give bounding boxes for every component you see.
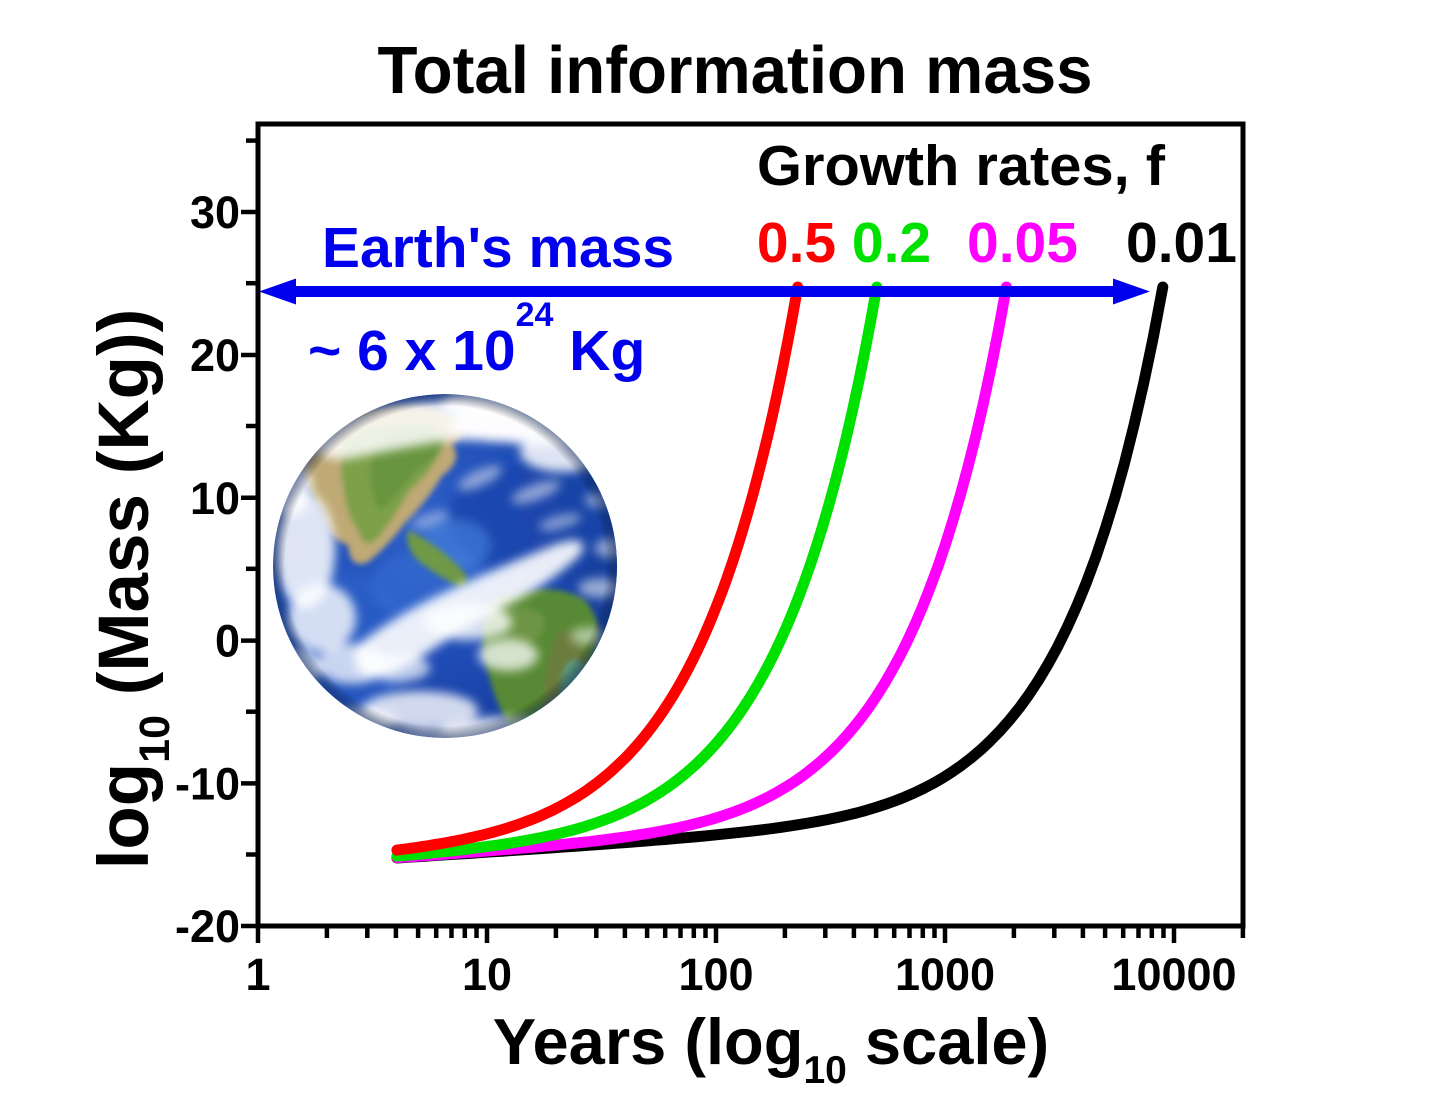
svg-text:log10 (Mass (Kg)): log10 (Mass (Kg)) (85, 309, 179, 870)
svg-text:30: 30 (190, 187, 240, 238)
svg-text:-10: -10 (175, 758, 240, 809)
svg-text:0: 0 (215, 616, 240, 667)
svg-text:Earth's mass: Earth's mass (322, 216, 674, 280)
svg-text:~ 6 x 1024 Kg: ~ 6 x 1024 Kg (308, 296, 645, 383)
svg-text:0.05: 0.05 (967, 211, 1078, 275)
svg-text:Years (log10 scale): Years (log10 scale) (493, 1005, 1049, 1092)
svg-text:-20: -20 (175, 901, 240, 952)
svg-text:20: 20 (190, 330, 240, 381)
svg-text:10: 10 (190, 473, 240, 524)
svg-text:Growth rates, f: Growth rates, f (757, 134, 1166, 198)
svg-text:10: 10 (462, 949, 512, 1000)
svg-text:0.2: 0.2 (852, 211, 931, 275)
svg-text:1000: 1000 (895, 949, 995, 1000)
svg-text:10000: 10000 (1111, 949, 1236, 1000)
svg-text:0.01: 0.01 (1126, 211, 1237, 275)
svg-text:Total information mass: Total information mass (378, 33, 1093, 108)
svg-text:0.5: 0.5 (757, 211, 836, 275)
svg-text:100: 100 (678, 949, 753, 1000)
svg-text:1: 1 (245, 949, 270, 1000)
